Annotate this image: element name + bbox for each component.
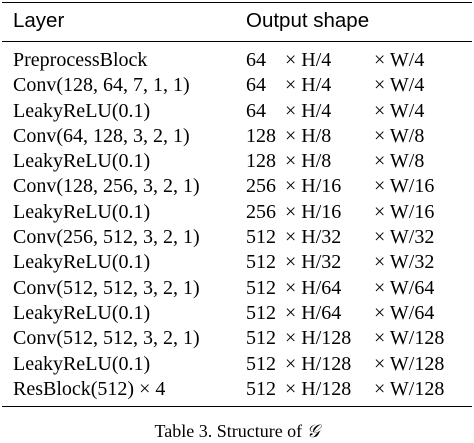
table-row: LeakyReLU(0.1) 512 × H/64 × W/64 [2,301,472,326]
table-row: Conv(256, 512, 3, 2, 1) 512 × H/32 × W/32 [2,225,472,250]
header-rule [2,41,472,42]
layer-cell: PreprocessBlock [13,49,148,71]
height-cell: × H/4 [285,74,332,97]
channels-cell: 64 [246,99,266,122]
channels-cell: 256 [246,200,276,223]
table-caption: Table 3. Structure of 𝒢 [0,420,474,443]
table-row: Conv(512, 512, 3, 2, 1) 512 × H/64 × W/64 [2,276,472,301]
channels-cell: 512 [246,377,276,400]
channels-cell: 512 [246,251,276,274]
height-cell: × H/8 [285,124,332,147]
layer-cell: Conv(256, 512, 3, 2, 1) [13,226,200,249]
width-cell: × W/8 [374,124,425,147]
width-cell: × W/16 [374,175,435,198]
width-cell: × W/4 [374,99,425,122]
layer-cell: LeakyReLU(0.1) [13,150,151,173]
table-row: PreprocessBlock 64 × H/4 × W/4 [2,48,472,73]
table-row: Conv(128, 64, 7, 1, 1) 64 × H/4 × W/4 [2,73,472,98]
height-cell: × H/32 [285,226,342,249]
layer-cell: LeakyReLU(0.1) [13,99,151,122]
channels-cell: 512 [246,327,276,350]
table-header: Layer Output shape [2,3,472,41]
width-cell: × W/8 [374,150,425,173]
channels-cell: 128 [246,150,276,173]
table-row: LeakyReLU(0.1) 128 × H/8 × W/8 [2,149,472,174]
width-cell: × W/32 [374,251,435,274]
width-cell: × W/16 [374,200,435,223]
channels-cell: 512 [246,276,276,299]
channels-cell: 64 [246,49,266,71]
channels-cell: 512 [246,301,276,324]
layer-cell: Conv(512, 512, 3, 2, 1) [13,276,200,299]
header-layer: Layer [13,9,65,32]
width-cell: × W/4 [374,49,425,71]
channels-cell: 128 [246,124,276,147]
table-row: LeakyReLU(0.1) 256 × H/16 × W/16 [2,200,472,225]
table-row: Conv(64, 128, 3, 2, 1) 128 × H/8 × W/8 [2,124,472,149]
layer-cell: ResBlock(512) × 4 [13,377,166,400]
height-cell: × H/8 [285,150,332,173]
bottom-rule [2,406,472,408]
layer-cell: Conv(128, 64, 7, 1, 1) [13,74,190,97]
width-cell: × W/32 [374,226,435,249]
table-row: Conv(512, 512, 3, 2, 1) 512 × H/128 × W/128 [2,326,472,351]
table-row: LeakyReLU(0.1) 512 × H/128 × W/128 [2,352,472,377]
height-cell: × H/32 [285,251,342,274]
table-row: ResBlock(512) × 4 512 × H/128 × W/128 [2,377,472,402]
table-row: Conv(128, 256, 3, 2, 1) 256 × H/16 × W/16 [2,174,472,199]
width-cell: × W/128 [374,327,445,350]
channels-cell: 512 [246,352,276,375]
header-output-shape: Output shape [246,9,370,32]
width-cell: × W/64 [374,276,435,299]
height-cell: × H/4 [285,99,332,122]
width-cell: × W/128 [374,377,445,400]
height-cell: × H/16 [285,200,342,223]
layer-cell: LeakyReLU(0.1) [13,352,151,375]
table-row: LeakyReLU(0.1) 512 × H/32 × W/32 [2,250,472,275]
height-cell: × H/128 [285,377,352,400]
layer-cell: Conv(64, 128, 3, 2, 1) [13,124,190,147]
structure-table: Layer Output shape PreprocessBlock 64 × H/… [2,2,472,408]
table-body: PreprocessBlock 64 × H/4 × W/4 Conv(128, 64,… [2,48,472,406]
height-cell: × H/4 [285,49,332,71]
top-rule [2,2,472,3]
channels-cell: 512 [246,226,276,249]
channels-cell: 64 [246,74,266,97]
height-cell: × H/128 [285,327,352,350]
layer-cell: Conv(512, 512, 3, 2, 1) [13,327,200,350]
width-cell: × W/4 [374,74,425,97]
width-cell: × W/64 [374,301,435,324]
channels-cell: 256 [246,175,276,198]
caption-symbol: 𝒢 [306,421,320,442]
layer-cell: Conv(128, 256, 3, 2, 1) [13,175,200,198]
layer-cell: LeakyReLU(0.1) [13,200,151,223]
height-cell: × H/128 [285,352,352,375]
table-row: LeakyReLU(0.1) 64 × H/4 × W/4 [2,99,472,124]
layer-cell: LeakyReLU(0.1) [13,251,151,274]
caption-text: Table 3. Structure of [154,421,307,441]
width-cell: × W/128 [374,352,445,375]
layer-cell: LeakyReLU(0.1) [13,301,151,324]
height-cell: × H/64 [285,301,342,324]
height-cell: × H/16 [285,175,342,198]
height-cell: × H/64 [285,276,342,299]
